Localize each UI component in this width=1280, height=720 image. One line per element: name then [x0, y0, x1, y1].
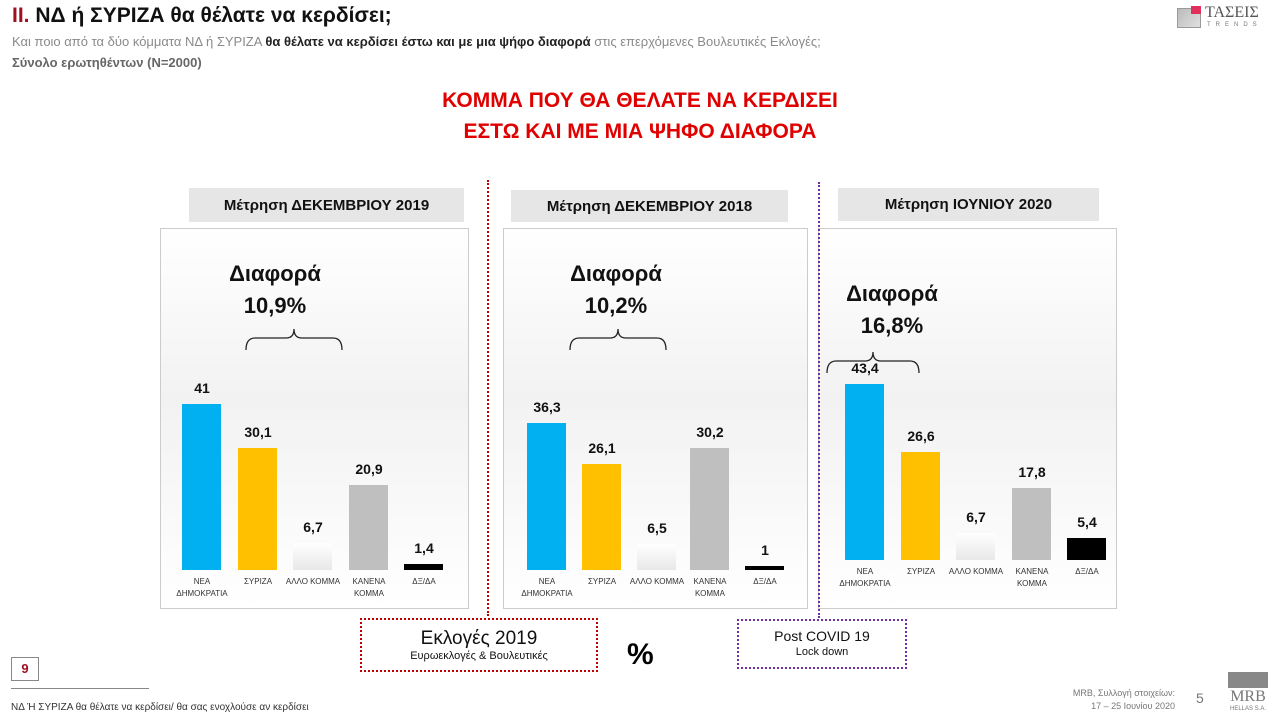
source-line2: 17 – 25 Ιουνίου 2020 — [1091, 701, 1175, 711]
bar — [293, 542, 332, 570]
separator-purple — [818, 182, 820, 618]
data-label: 30,1 — [244, 424, 272, 441]
category-label: ΣΥΡΙΖΑ — [587, 577, 617, 586]
separator-red — [487, 180, 489, 616]
chart-title: Μέτρηση ΔΕΚΕΜΒΡΙΟΥ 2018 — [511, 190, 788, 222]
elections-sub: Ευρωεκλογές & Βουλευτικές — [410, 650, 548, 662]
covid-box: Post COVID 19 Lock down — [737, 619, 907, 669]
data-label: 6,7 — [303, 518, 323, 535]
difference-label: Διαφορά — [570, 261, 662, 286]
covid-title: Post COVID 19 — [774, 628, 870, 644]
data-label: 41 — [194, 379, 210, 396]
category-label: ΔΞ/ΔΑ — [753, 577, 777, 586]
data-label: 43,4 — [851, 360, 879, 377]
source-line1: MRB, Συλλογή στοιχείων: — [1072, 688, 1175, 698]
subtitle: Και ποιο από τα δύο κόμματα ΝΔ ή ΣΥΡΙΖΑ … — [12, 34, 821, 49]
difference-brace — [569, 328, 667, 351]
category-label: ΝΕΑ ΔΗΜΟΚΡΑΤΙΑ — [176, 577, 228, 598]
main-title-line1: ΚΟΜΜΑ ΠΟΥ ΘΑ ΘΕΛΑΤΕ ΝΑ ΚΕΡΔΙΣΕΙ — [442, 89, 838, 112]
chart-title: Μέτρηση ΔΕΚΕΜΒΡΙΟΥ 2019 — [189, 188, 464, 222]
data-label: 1 — [761, 541, 769, 558]
bar — [527, 422, 566, 570]
category-label: ΝΕΑ ΔΗΜΟΚΡΑΤΙΑ — [521, 577, 573, 598]
data-label: 6,5 — [647, 519, 667, 536]
bar — [404, 564, 443, 570]
percent-sign: % — [627, 638, 654, 671]
category-label: ΑΛΛΟ ΚΟΜΜΑ — [285, 577, 341, 586]
difference-annotation: Διαφορά 10,2% — [546, 258, 686, 322]
bar — [1067, 538, 1106, 560]
bar — [1012, 487, 1051, 560]
bar — [956, 532, 995, 560]
data-label: 17,8 — [1018, 463, 1046, 480]
elections-title: Εκλογές 2019 — [420, 628, 538, 649]
data-label: 6,7 — [966, 508, 986, 525]
difference-value: 10,2% — [584, 293, 648, 318]
category-label: ΚΑΝΕΝΑ ΚΟΜΜΑ — [1015, 567, 1049, 588]
difference-label: Διαφορά — [229, 261, 321, 286]
data-label: 30,2 — [696, 423, 724, 440]
data-label: 26,6 — [907, 428, 935, 445]
category-label: ΔΞ/ΔΑ — [1075, 567, 1099, 576]
sample-base: Σύνολο ερωτηθέντων (Ν=2000) — [12, 55, 202, 70]
bar — [845, 384, 884, 560]
difference-value: 10,9% — [243, 293, 307, 318]
subtitle-bold: θα θέλατε να κερδίσει έστω και με μια ψή… — [265, 34, 591, 49]
footer-question: ΝΔ Ή ΣΥΡΙΖΑ θα θέλατε να κερδίσει/ θα σα… — [11, 702, 309, 713]
tasis-logo: ΤΑΣΕΙΣ TRENDS — [1177, 4, 1267, 30]
difference-annotation: Διαφορά 10,9% — [205, 258, 345, 322]
category-label: ΑΛΛΟ ΚΟΜΜΑ — [629, 577, 685, 586]
category-label: ΚΑΝΕΝΑ ΚΟΜΜΑ — [352, 577, 386, 598]
page-box: 9 — [11, 657, 39, 681]
chart-title: Μέτρηση ΙΟΥΝΙΟΥ 2020 — [838, 188, 1099, 221]
bar — [238, 448, 277, 570]
main-title-line2: ΕΣΤΩ ΚΑΙ ΜΕ ΜΙΑ ΨΗΦΟ ΔΙΑΦΟΡΑ — [463, 120, 817, 143]
subtitle-post: στις επερχόμενες Βουλευτικές Εκλογές; — [590, 34, 821, 49]
difference-brace — [826, 351, 920, 374]
category-label: ΝΕΑ ΔΗΜΟΚΡΑΤΙΑ — [839, 567, 891, 588]
source: MRB, Συλλογή στοιχείων: 17 – 25 Ιουνίου … — [1030, 687, 1175, 713]
category-label: ΔΞ/ΔΑ — [412, 577, 436, 586]
difference-value: 16,8% — [860, 313, 924, 338]
data-label: 20,9 — [355, 461, 383, 478]
difference-label: Διαφορά — [846, 281, 938, 306]
footer-rule — [11, 688, 149, 689]
data-label: 36,3 — [533, 398, 561, 415]
section-number: II. — [12, 4, 30, 27]
bar — [745, 565, 784, 570]
difference-brace — [245, 328, 343, 351]
category-label: ΣΥΡΙΖΑ — [243, 577, 273, 586]
data-label: 26,1 — [588, 440, 616, 457]
bar — [349, 485, 388, 570]
bar — [690, 447, 729, 570]
bar — [182, 403, 221, 570]
bar — [901, 452, 940, 560]
category-label: ΑΛΛΟ ΚΟΜΜΑ — [948, 567, 1004, 576]
bar — [637, 543, 676, 570]
category-label: ΚΑΝΕΝΑ ΚΟΜΜΑ — [693, 577, 727, 598]
data-label: 1,4 — [414, 540, 434, 557]
elections-2019-box: Εκλογές 2019 Ευρωεκλογές & Βουλευτικές — [360, 618, 598, 672]
page-number: 5 — [1196, 690, 1204, 706]
data-label: 5,4 — [1077, 514, 1097, 531]
mrb-logo: MRB HELLAS S.A. — [1228, 672, 1268, 712]
covid-sub: Lock down — [795, 646, 849, 658]
slide-title: II. ΝΔ ή ΣΥΡΙΖΑ θα θέλατε να κερδίσει; — [12, 4, 392, 28]
category-label: ΣΥΡΙΖΑ — [906, 567, 936, 576]
difference-annotation: Διαφορά 16,8% — [822, 278, 962, 342]
subtitle-pre: Και ποιο από τα δύο κόμματα ΝΔ ή ΣΥΡΙΖΑ — [12, 34, 266, 49]
title-text: ΝΔ ή ΣΥΡΙΖΑ θα θέλατε να κερδίσει; — [35, 4, 392, 27]
bar — [582, 464, 621, 570]
